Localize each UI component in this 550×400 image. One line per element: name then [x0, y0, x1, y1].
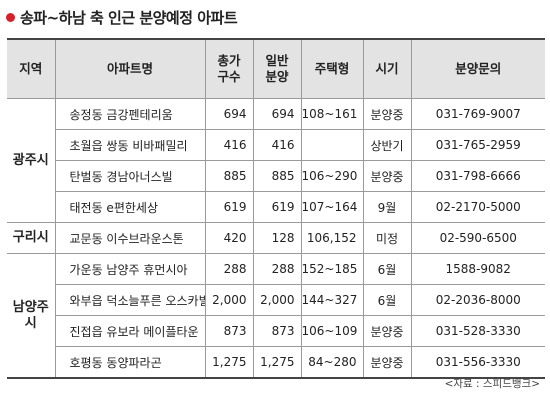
- sale-timing: 9월: [362, 191, 412, 223]
- sale-timing: 분양중: [362, 346, 412, 379]
- general-units: 1,275: [252, 346, 302, 379]
- table-row: 광주시 송정동 금강펜테리움 694 694 108~161 분양중 031-7…: [7, 98, 545, 223]
- apartment-name: 탄벌동 경남아너스빌: [55, 160, 206, 192]
- region-gwangju: 광주시: [7, 98, 56, 223]
- inquiry-phone: 031-765-2959: [410, 129, 545, 161]
- housing-type: 107~164: [300, 191, 364, 223]
- general-units: 885: [252, 160, 302, 192]
- inquiry-phone: 031-528-3330: [410, 315, 545, 347]
- general-units: 2,000: [252, 284, 302, 316]
- region-namyangju-line1: 남양주: [12, 299, 49, 315]
- table-row: 구리시 교문동 이수브라운스톤 420 128 106,152 미정 02-59…: [7, 222, 545, 254]
- inquiry-phone: 02-2170-5000: [410, 191, 545, 223]
- total-units: 416: [204, 129, 254, 161]
- general-units: 694: [252, 98, 302, 130]
- general-units: 619: [252, 191, 302, 223]
- apartment-name: 가운동 남양주 휴먼시아: [54, 253, 206, 285]
- region-guri: 구리시: [7, 222, 56, 254]
- header-row: 지역 아파트명 총가 구수 일반 분양 주택형 시기 분양문의: [7, 38, 545, 99]
- sale-timing: 분양중: [362, 160, 412, 192]
- inquiry-phone: 02-590-6500: [410, 222, 545, 254]
- header-total-line1: 총가: [217, 53, 241, 68]
- header-housing-type: 주택형: [300, 38, 364, 99]
- sale-timing: 6월: [362, 284, 412, 316]
- general-units: 416: [252, 129, 302, 161]
- total-units: 1,275: [204, 346, 254, 379]
- header-apartment: 아파트명: [54, 38, 206, 99]
- apartment-name: 송정동 금강펜테리움: [54, 98, 206, 130]
- general-units: 128: [252, 222, 302, 254]
- apartment-table: 지역 아파트명 총가 구수 일반 분양 주택형 시기 분양문의 광주시 송정동 금강…: [7, 38, 545, 379]
- apartment-name: 와부읍 덕소늘푸른 오스카빌: [55, 284, 206, 316]
- table-row: 초월읍 쌍동 비바패밀리 416 416 상반기 031-765-2959: [7, 129, 545, 161]
- header-inquiry: 분양문의: [410, 38, 545, 99]
- table-row: 탄벌동 경남아너스빌 885 885 106~290 분양중 031-798-6…: [7, 160, 545, 192]
- table-row: 태전동 e편한세상 619 619 107~164 9월 02-2170-500…: [7, 191, 545, 223]
- housing-type: 152~185: [300, 253, 364, 285]
- housing-type: 106~109: [300, 315, 364, 347]
- apartment-name: 진접읍 유보라 메이플타운: [55, 315, 206, 347]
- header-total-line2: 구수: [217, 69, 241, 84]
- total-units: 885: [204, 160, 254, 192]
- region-namyangju-line2: 시: [24, 315, 37, 331]
- total-units: 420: [204, 222, 254, 254]
- housing-type: [300, 129, 364, 161]
- header-timing: 시기: [362, 38, 412, 99]
- housing-type: 106~290: [300, 160, 364, 192]
- header-total-units: 총가 구수: [204, 38, 254, 99]
- table-row: 진접읍 유보라 메이플타운 873 873 106~109 분양중 031-52…: [7, 315, 545, 347]
- housing-type: 108~161: [300, 98, 364, 130]
- inquiry-phone: 031-769-9007: [410, 98, 545, 130]
- housing-type: 84~280: [300, 346, 364, 379]
- page-title: 송파~하남 축 인근 분양예정 아파트: [20, 8, 238, 27]
- table-row: 와부읍 덕소늘푸른 오스카빌 2,000 2,000 144~327 6월 02…: [7, 284, 545, 316]
- header-general-sale: 일반 분양: [252, 38, 302, 99]
- total-units: 619: [204, 191, 254, 223]
- inquiry-phone: 1588-9082: [410, 253, 545, 285]
- sale-timing: 미정: [362, 222, 412, 254]
- sale-timing: 상반기: [362, 129, 412, 161]
- inquiry-phone: 031-798-6666: [410, 160, 545, 192]
- header-general-line2: 분양: [265, 69, 289, 84]
- sale-timing: 분양중: [362, 315, 412, 347]
- housing-type: 106,152: [300, 222, 364, 254]
- sale-timing: 6월: [362, 253, 412, 285]
- total-units: 694: [204, 98, 254, 130]
- bullet-icon: [6, 12, 15, 22]
- apartment-name: 초월읍 쌍동 비바패밀리: [55, 129, 206, 161]
- total-units: 288: [204, 253, 254, 285]
- total-units: 2,000: [204, 284, 254, 316]
- general-units: 288: [252, 253, 302, 285]
- region-namyangju: 남양주 시: [7, 253, 56, 379]
- apartment-name: 태전동 e편한세상: [55, 191, 206, 223]
- sale-timing: 분양중: [362, 98, 412, 130]
- table-row: 남양주 시 가운동 남양주 휴먼시아 288 288 152~185 6월 158…: [7, 253, 545, 379]
- title-row: 송파~하남 축 인근 분양예정 아파트: [6, 6, 238, 28]
- inquiry-phone: 031-556-3330: [410, 346, 545, 379]
- apartment-name: 호평동 동양파라곤: [55, 346, 206, 379]
- housing-type: 144~327: [300, 284, 364, 316]
- inquiry-phone: 02-2036-8000: [410, 284, 545, 316]
- table-row: 호평동 동양파라곤 1,275 1,275 84~280 분양중 031-556…: [7, 346, 545, 379]
- apartment-name: 교문동 이수브라운스톤: [54, 222, 206, 254]
- header-general-line1: 일반: [265, 53, 289, 68]
- general-units: 873: [252, 315, 302, 347]
- header-region: 지역: [7, 38, 56, 99]
- total-units: 873: [204, 315, 254, 347]
- source-note: <자료 : 스피드뱅크>: [444, 378, 540, 390]
